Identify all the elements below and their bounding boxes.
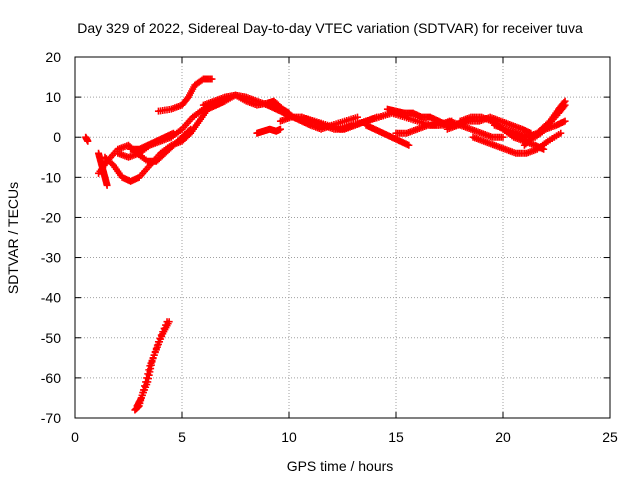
x-tick-label: 0 [71, 429, 79, 445]
data-point [148, 358, 156, 366]
data-point [150, 351, 158, 359]
x-tick-label: 15 [388, 429, 404, 445]
data-point [169, 129, 177, 137]
y-tick-label: -70 [41, 410, 61, 426]
y-tick-label: -60 [41, 370, 61, 386]
data-point [353, 113, 361, 121]
data-point [208, 75, 216, 83]
series-arc-1 [82, 133, 92, 145]
data-point [561, 97, 569, 105]
data-point [163, 318, 171, 326]
data-points [82, 75, 569, 414]
series-arc-12 [253, 125, 284, 137]
x-tick-label: 5 [178, 429, 186, 445]
y-tick-label: 10 [45, 89, 61, 105]
y-tick-label: 0 [53, 129, 61, 145]
series-arc-25 [520, 97, 569, 149]
series-arc-17 [362, 121, 413, 149]
data-point [151, 348, 159, 356]
x-tick-label: 20 [495, 429, 511, 445]
x-tick-label: 25 [602, 429, 618, 445]
data-point [560, 98, 568, 106]
data-point [561, 117, 569, 125]
ticks [74, 56, 611, 419]
data-point [153, 341, 161, 349]
x-axis-label: GPS time / hours [287, 458, 394, 474]
y-tick-label: -20 [41, 209, 61, 225]
data-point [159, 328, 167, 336]
data-point [405, 141, 413, 149]
chart-title: Day 329 of 2022, Sidereal Day-to-day VTE… [77, 20, 583, 36]
series-arc-6 [127, 129, 177, 153]
data-point [156, 334, 164, 342]
y-axis-label: SDTVAR / TECUs [5, 182, 21, 294]
data-point [84, 137, 92, 145]
series-arc-9 [154, 75, 216, 115]
data-point [103, 181, 111, 189]
data-point [152, 344, 160, 352]
series-arc-8 [133, 318, 171, 410]
tick-labels: 0 5 10 15 20 25 20 10 0 -10 -20 -30 -40 -50 -60 -70 [41, 49, 618, 445]
series-arc-22 [469, 129, 565, 157]
data-point [149, 355, 157, 363]
data-point [276, 125, 284, 133]
data-point [557, 129, 565, 137]
y-tick-label: -10 [41, 169, 61, 185]
y-tick-label: -30 [41, 250, 61, 266]
x-tick-label: 10 [281, 429, 297, 445]
y-tick-label: -40 [41, 290, 61, 306]
data-point [154, 338, 162, 346]
data-point [162, 321, 170, 329]
data-point [499, 133, 507, 141]
plot-frame [74, 56, 611, 419]
y-tick-label: -50 [41, 330, 61, 346]
y-tick-label: 20 [45, 49, 61, 65]
data-point [157, 331, 165, 339]
data-point [160, 324, 168, 332]
